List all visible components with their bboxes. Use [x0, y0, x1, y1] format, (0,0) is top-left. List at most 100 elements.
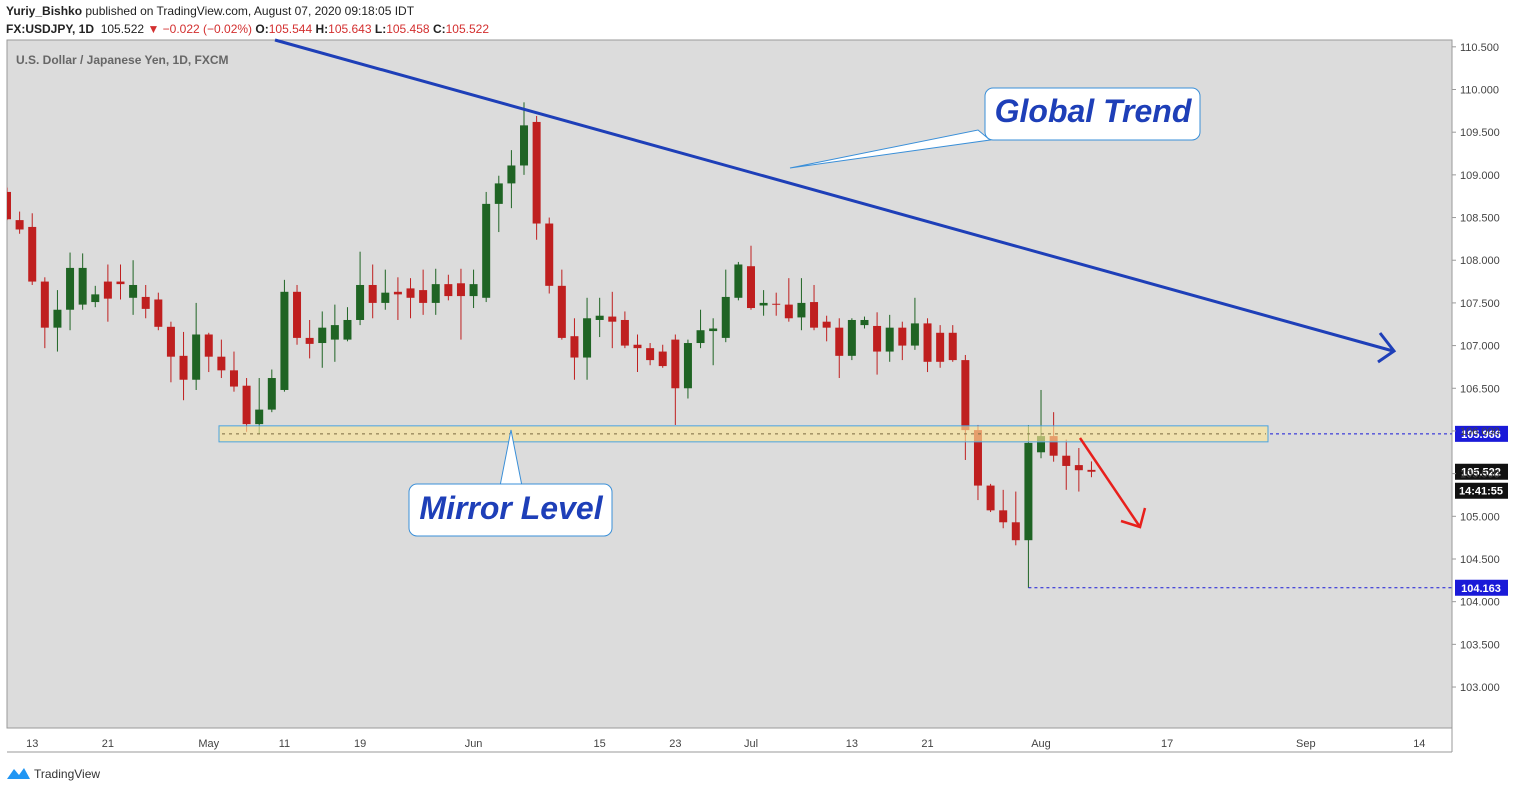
candle-body — [494, 183, 503, 204]
countdown-label: 14:41:55 — [1459, 486, 1503, 498]
x-tick-label: May — [198, 738, 219, 750]
y-tick-label: 107.000 — [1460, 341, 1500, 353]
y-tick-label: 106.500 — [1460, 383, 1500, 395]
candle-body — [683, 343, 692, 389]
candle-body — [797, 302, 806, 318]
candle-body — [343, 319, 352, 340]
change: ▼ −0.022 (−0.02%) — [147, 22, 253, 36]
trend-arrow — [1377, 332, 1397, 364]
y-tick-label: 108.000 — [1460, 255, 1500, 267]
candle-body — [973, 430, 982, 486]
y-tick-label: 110.000 — [1460, 85, 1499, 97]
price-tag-label: 105.966 — [1461, 429, 1501, 441]
candle-body — [204, 334, 213, 357]
ohlc-label: O: — [255, 22, 269, 36]
candle-body — [78, 267, 87, 305]
x-tick-label: Aug — [1031, 738, 1051, 750]
candle-body — [229, 370, 238, 387]
candle-body — [583, 318, 592, 358]
candle-body — [1049, 436, 1058, 456]
candle-body — [242, 385, 251, 425]
candle-body — [1062, 455, 1071, 466]
candle-body — [608, 316, 617, 322]
candle-body — [810, 302, 819, 328]
candle-body — [721, 296, 730, 338]
candle-body — [784, 304, 793, 319]
candle-body — [419, 290, 428, 303]
y-tick-label: 103.500 — [1460, 639, 1500, 651]
candle-body — [217, 356, 226, 371]
ohlc-value: 105.643 — [328, 22, 372, 36]
candle-body — [356, 284, 365, 320]
ohlc-label: H: — [315, 22, 329, 36]
candle-body — [456, 283, 465, 297]
price-tag — [1455, 579, 1508, 596]
callout-box — [984, 87, 1201, 141]
callout-pointer — [789, 129, 992, 169]
x-tick-label: 14 — [1413, 738, 1425, 750]
y-tick-label: 109.500 — [1460, 127, 1500, 139]
candle-body — [1011, 522, 1020, 541]
candle-body — [620, 319, 629, 346]
x-tick-label: 21 — [102, 738, 114, 750]
candle-body — [545, 223, 554, 286]
candle-body — [53, 309, 62, 328]
candle-body — [772, 303, 781, 305]
candle-body — [91, 294, 100, 303]
candle-body — [7, 191, 11, 220]
candle-body — [936, 332, 945, 362]
candle-body — [393, 291, 402, 295]
levels: 105.966 104.163 105.522 14:41:55 — [218, 425, 1508, 596]
callout-text: Global Trend — [995, 93, 1193, 129]
y-tick-label: 104.500 — [1460, 554, 1500, 566]
y-tick-label: 108.500 — [1460, 213, 1500, 225]
ohlc-label: C: — [432, 22, 446, 36]
candle-body — [66, 267, 75, 310]
price: 105.522 — [100, 22, 145, 36]
x-tick-label: 15 — [594, 738, 606, 750]
y-tick-label: 104.000 — [1460, 597, 1500, 609]
candle-body — [885, 327, 894, 352]
header-line: Yuriy_Bishko published on TradingView.co… — [6, 4, 414, 18]
x-tick-label: Jun — [465, 738, 483, 750]
candle-body — [847, 319, 856, 356]
candle-body — [141, 296, 150, 309]
candle-body — [759, 302, 768, 306]
x-tick-label: 17 — [1161, 738, 1173, 750]
price-tag-label: 104.163 — [1461, 583, 1501, 595]
candle-body — [255, 409, 264, 425]
candle-body — [166, 326, 175, 357]
x-tick-label: 19 — [354, 738, 366, 750]
down-arrow-head — [1120, 507, 1147, 529]
last-price-tag — [1455, 463, 1508, 480]
candle-body — [192, 334, 201, 380]
callout-box — [408, 483, 613, 537]
candle-body — [734, 264, 743, 298]
candle-body — [444, 284, 453, 297]
candle-body — [482, 203, 491, 298]
candle-body — [267, 378, 276, 410]
candle-body — [179, 355, 188, 380]
ohlc-value: 105.522 — [445, 22, 489, 36]
candle-body — [1037, 436, 1046, 453]
candle-body — [431, 284, 440, 303]
candle-body — [633, 344, 642, 349]
mirror-zone — [218, 425, 1269, 443]
published: published on TradingView.com, August 07,… — [82, 4, 415, 18]
candle-body — [671, 339, 680, 389]
candle-body — [507, 165, 516, 184]
candle-body — [154, 299, 163, 327]
candles — [7, 102, 1096, 588]
candle-body — [116, 281, 125, 285]
candle-body — [822, 321, 831, 328]
candle-body — [860, 319, 869, 326]
plot-area — [6, 39, 1453, 729]
trend-line — [274, 38, 1394, 353]
last-price-label: 105.522 — [1461, 467, 1501, 479]
candle-body — [520, 125, 529, 166]
candle-body — [28, 226, 37, 282]
candle-body — [923, 323, 932, 362]
candle-body — [709, 328, 718, 332]
candle-body — [658, 351, 667, 367]
